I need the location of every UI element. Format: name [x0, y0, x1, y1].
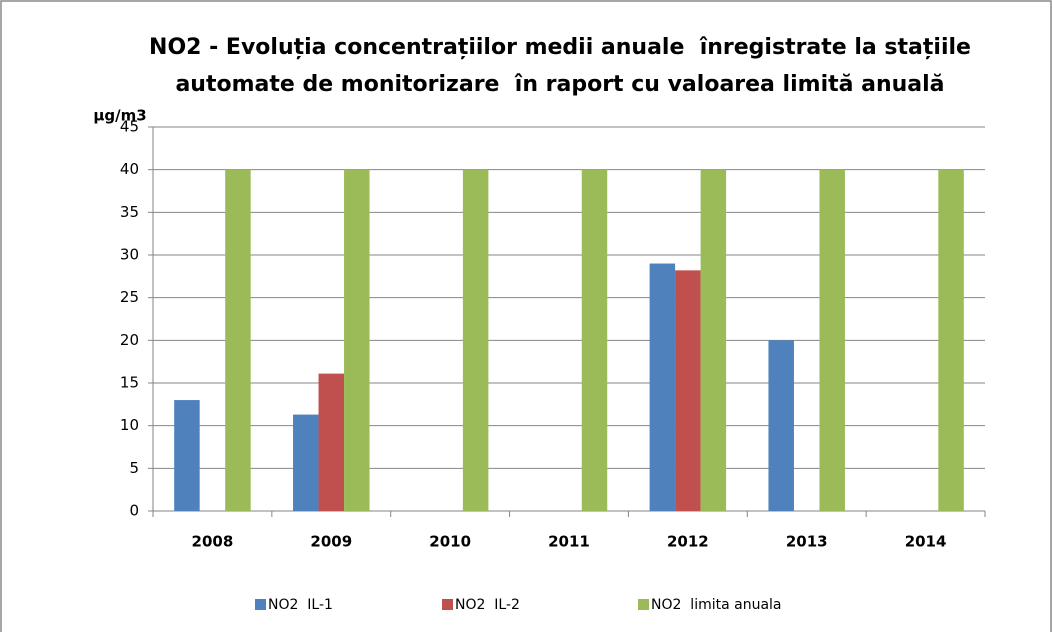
- bar: [675, 270, 701, 511]
- legend-label: NO2 limita anuala: [651, 597, 782, 613]
- bar: [819, 169, 845, 511]
- bar: [462, 169, 489, 511]
- x-tick-label: 2013: [786, 533, 828, 551]
- legend-swatch: [638, 599, 649, 610]
- bar: [768, 340, 794, 511]
- bar: [938, 169, 964, 511]
- x-tick-label: 2009: [310, 533, 352, 551]
- x-tick-label: 2014: [905, 533, 947, 551]
- y-tick-label: 20: [120, 331, 139, 349]
- y-tick-label: 5: [129, 459, 139, 477]
- bar: [700, 169, 727, 511]
- bar: [649, 263, 676, 511]
- x-tick-label: 2011: [548, 533, 590, 551]
- chart-title: automate de monitorizare în raport cu va…: [175, 72, 944, 97]
- bar: [581, 169, 608, 511]
- y-tick-label: 25: [120, 288, 139, 306]
- legend-label: NO2 IL-2: [455, 597, 520, 613]
- y-axis-label: µg/m3: [93, 107, 146, 125]
- y-tick-label: 40: [120, 160, 139, 178]
- y-tick-label: 30: [120, 246, 139, 264]
- y-tick-label: 35: [120, 203, 139, 221]
- bar: [225, 169, 251, 511]
- x-tick-label: 2012: [667, 533, 709, 551]
- bar: [318, 373, 345, 511]
- bar: [293, 414, 319, 511]
- y-tick-label: 45: [120, 118, 139, 136]
- y-tick-label: 0: [129, 502, 139, 520]
- legend-swatch: [255, 599, 266, 610]
- x-tick-label: 2008: [192, 533, 234, 551]
- bar: [174, 400, 200, 511]
- x-tick-label: 2010: [429, 533, 471, 551]
- y-tick-label: 10: [120, 416, 139, 434]
- y-tick-label: 15: [120, 374, 139, 392]
- legend-label: NO2 IL-1: [268, 597, 333, 613]
- chart-title: NO2 - Evoluția concentrațiilor medii anu…: [149, 35, 971, 60]
- legend-swatch: [442, 599, 453, 610]
- bar: [344, 169, 370, 511]
